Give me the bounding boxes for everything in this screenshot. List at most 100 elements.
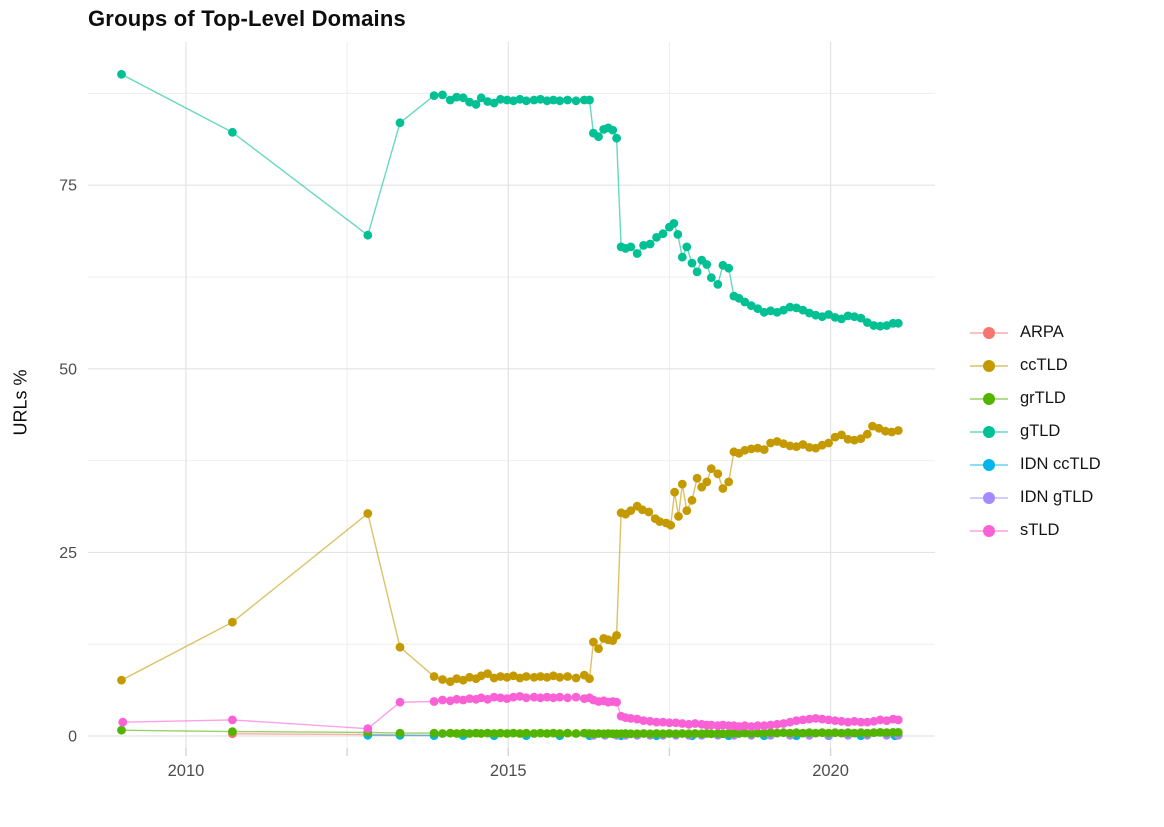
data-point — [671, 718, 681, 728]
data-point — [529, 672, 539, 682]
data-point — [671, 729, 681, 739]
data-point — [677, 729, 687, 738]
data-point — [536, 672, 545, 681]
data-point — [862, 429, 872, 439]
data-point — [702, 477, 712, 487]
data-point — [652, 729, 661, 738]
data-point — [687, 258, 697, 268]
data-point — [452, 694, 462, 704]
data-point — [702, 260, 712, 269]
data-point — [489, 729, 499, 738]
data-point — [571, 692, 581, 702]
y-tick-label: 50 — [59, 361, 77, 378]
data-point — [438, 675, 447, 684]
data-point — [589, 637, 598, 647]
data-point — [395, 642, 405, 652]
data-point — [521, 96, 531, 106]
data-point — [856, 717, 866, 727]
data-point — [476, 729, 486, 738]
series-points-ccTLD — [117, 421, 903, 687]
data-point — [817, 714, 827, 724]
data-point — [684, 719, 694, 729]
legend-label: IDN gTLD — [1020, 488, 1094, 506]
data-point — [228, 727, 237, 736]
data-point — [893, 318, 903, 328]
data-point — [713, 469, 723, 479]
data-point — [856, 434, 866, 443]
data-point — [452, 92, 462, 102]
data-point — [549, 693, 558, 703]
legend-label: ccTLD — [1020, 356, 1068, 374]
data-point — [228, 715, 237, 725]
data-point — [875, 728, 885, 737]
x-tick-label: 2020 — [812, 762, 849, 780]
data-point — [363, 509, 373, 518]
legend-label: ARPA — [1020, 323, 1064, 341]
data-point — [665, 718, 674, 728]
data-point — [395, 697, 405, 707]
data-point — [804, 728, 814, 738]
data-point — [438, 695, 447, 705]
data-point — [445, 728, 455, 738]
data-point — [429, 697, 439, 706]
series-points-grTLD — [117, 725, 903, 739]
legend-swatch-icon — [970, 491, 1008, 505]
data-point — [452, 729, 462, 738]
data-point — [483, 669, 492, 678]
data-point — [753, 728, 763, 738]
data-point — [429, 91, 439, 100]
data-point — [549, 728, 558, 738]
data-point — [862, 717, 872, 727]
data-point — [798, 728, 808, 738]
data-point — [746, 722, 756, 731]
series-line-ccTLD — [121, 425, 899, 683]
data-point — [850, 728, 859, 738]
data-point — [843, 728, 853, 738]
legend: ARPA ccTLD grTLD gTLD IDN ccTLD IDN gTLD sTLD — [970, 316, 1101, 547]
data-point — [740, 297, 750, 307]
legend-item-arpa: ARPA — [970, 316, 1101, 349]
data-point — [471, 100, 481, 109]
chart-title: Groups of Top-Level Domains — [88, 6, 406, 31]
data-point — [652, 233, 661, 242]
data-point — [692, 473, 702, 483]
data-point — [608, 125, 618, 135]
data-point — [502, 95, 512, 105]
legend-label: IDN ccTLD — [1020, 455, 1101, 473]
data-point — [706, 720, 716, 730]
data-point — [682, 506, 692, 515]
data-point — [673, 230, 683, 239]
data-point — [766, 720, 775, 730]
y-axis-label: URLs % — [10, 369, 31, 436]
data-point — [585, 95, 594, 105]
data-point — [665, 729, 674, 738]
data-point — [117, 725, 126, 735]
data-point — [811, 728, 821, 738]
data-point — [555, 729, 565, 738]
data-point — [779, 728, 788, 738]
data-point — [542, 96, 552, 106]
data-point — [496, 672, 505, 681]
data-point — [644, 507, 654, 517]
data-point — [785, 728, 795, 738]
data-point — [626, 714, 636, 723]
data-point — [563, 95, 572, 105]
y-tick-label: 75 — [59, 178, 77, 195]
data-point — [706, 273, 716, 283]
data-point — [429, 672, 439, 681]
data-point — [521, 728, 531, 738]
data-point — [594, 132, 603, 142]
data-point — [843, 717, 853, 727]
data-point — [875, 715, 885, 725]
data-point — [515, 729, 525, 738]
data-point — [395, 118, 405, 128]
data-point — [118, 717, 128, 727]
legend-item-grtld: grTLD — [970, 382, 1101, 415]
data-point — [837, 430, 846, 440]
data-point — [639, 729, 648, 738]
data-point — [555, 96, 565, 106]
data-point — [692, 267, 702, 277]
data-point — [536, 693, 545, 703]
data-point — [677, 719, 687, 728]
